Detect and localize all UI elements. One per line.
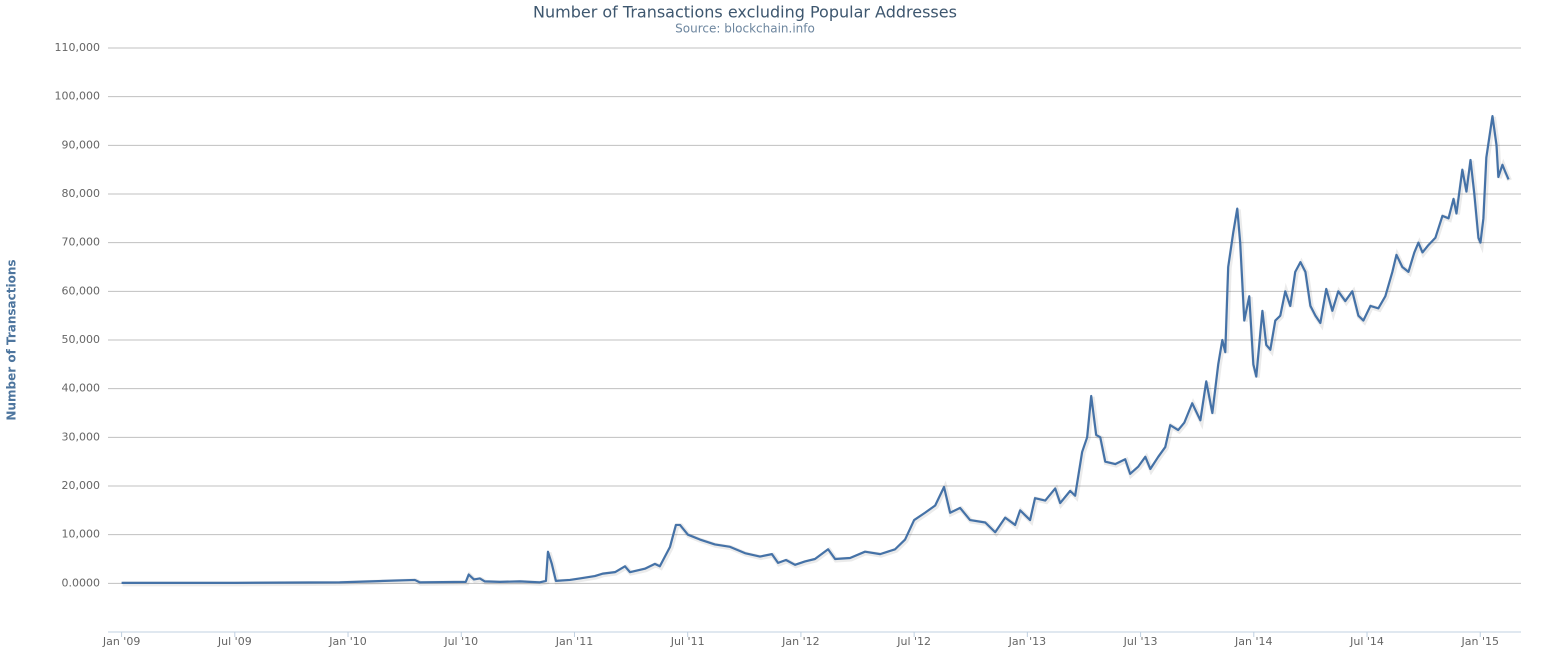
x-tick-label: Jul '11 [670, 635, 705, 648]
x-tick-label: Jul '12 [896, 635, 931, 648]
y-tick-label: 60,000 [62, 284, 101, 297]
x-tick-label: Jan '15 [1460, 635, 1498, 648]
x-tick-label: Jan '12 [781, 635, 819, 648]
chart-title: Number of Transactions excluding Popular… [533, 3, 957, 22]
x-tick-label: Jul '10 [443, 635, 478, 648]
y-tick-label: 110,000 [55, 41, 101, 54]
x-tick-label: Jan '14 [1234, 635, 1272, 648]
y-axis-label: Number of Transactions [5, 259, 19, 420]
x-tick-label: Jul '09 [217, 635, 252, 648]
y-tick-label: 90,000 [62, 138, 101, 151]
line-shadow [122, 116, 1512, 587]
y-tick-label: 100,000 [55, 90, 101, 103]
x-tick-label: Jan '13 [1008, 635, 1046, 648]
y-tick-label: 50,000 [62, 333, 101, 346]
y-tick-label: 0.0000 [62, 576, 101, 589]
data-line [121, 115, 1510, 584]
chart-subtitle: Source: blockchain.info [675, 22, 815, 36]
x-tick-label: Jul '14 [1349, 635, 1384, 648]
x-tick-label: Jul '13 [1123, 635, 1158, 648]
y-tick-label: 10,000 [62, 528, 101, 541]
y-tick-label: 20,000 [62, 479, 101, 492]
x-tick-label: Jan '10 [328, 635, 366, 648]
y-tick-label: 30,000 [62, 430, 101, 443]
y-tick-label: 80,000 [62, 187, 101, 200]
y-tick-label: 70,000 [62, 236, 101, 249]
x-tick-label: Jan '09 [102, 635, 140, 648]
x-tick-label: Jan '11 [555, 635, 593, 648]
y-tick-label: 40,000 [62, 382, 101, 395]
